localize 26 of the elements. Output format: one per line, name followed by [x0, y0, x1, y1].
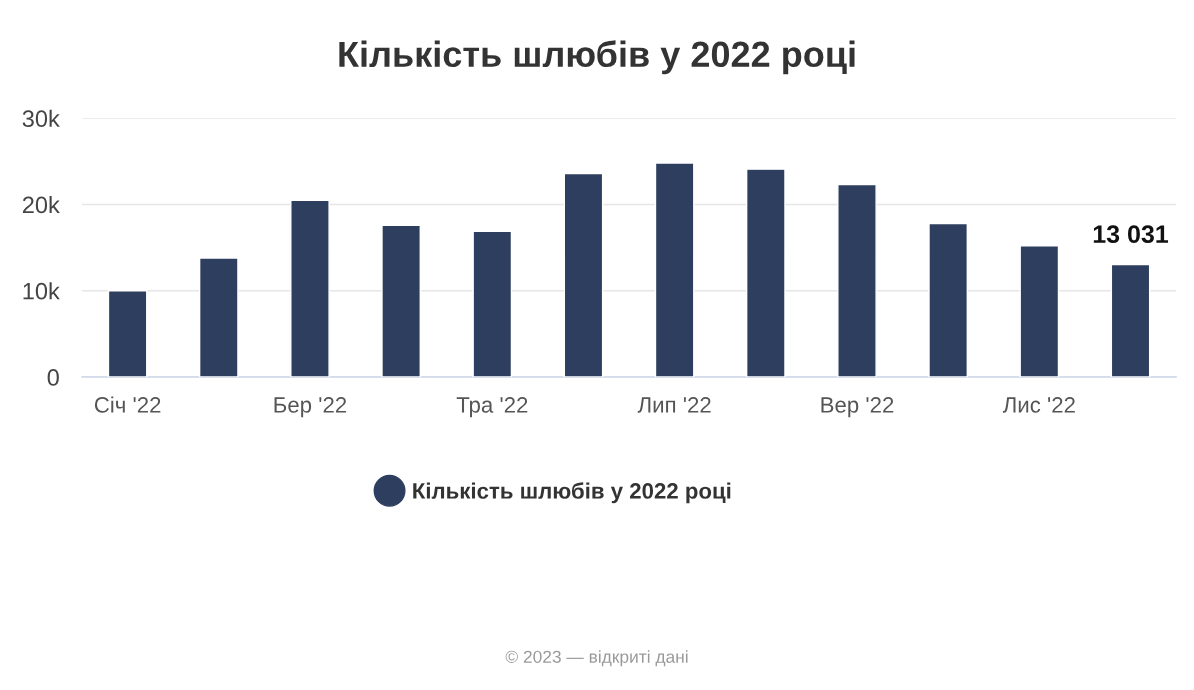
x-tick-label: Тра '22	[456, 397, 528, 418]
bar	[472, 230, 513, 378]
bar	[107, 290, 148, 378]
x-tick-label: Січ '22	[94, 396, 161, 413]
text: © 2023 — відкриті дані	[505, 650, 688, 667]
bar	[928, 222, 969, 378]
x-tick-label: Лис '22	[1002, 397, 1075, 413]
legend-label: Кількість шлюбів у 2022 році	[413, 482, 731, 504]
x-tick-label: Лип '22	[637, 397, 711, 413]
data-label: 13 031	[1093, 225, 1169, 244]
y-tick-label: 30k	[22, 109, 60, 128]
bar	[654, 162, 695, 378]
bar	[381, 224, 421, 378]
bar	[1110, 263, 1151, 378]
bar	[745, 168, 786, 378]
bar	[563, 172, 604, 378]
y-tick-label: 10k	[23, 282, 60, 300]
x-tick-label: Вер '22	[821, 397, 894, 418]
chart-title: Кількість шлюбів у 2022 році	[339, 40, 855, 75]
bar	[837, 183, 877, 378]
bar	[1019, 245, 1060, 378]
bar	[198, 257, 239, 378]
x-tick-label: Бер '22	[274, 397, 347, 418]
bar	[290, 199, 330, 378]
y-tick-label: 0	[47, 369, 59, 386]
y-tick-label: 20k	[22, 195, 60, 214]
